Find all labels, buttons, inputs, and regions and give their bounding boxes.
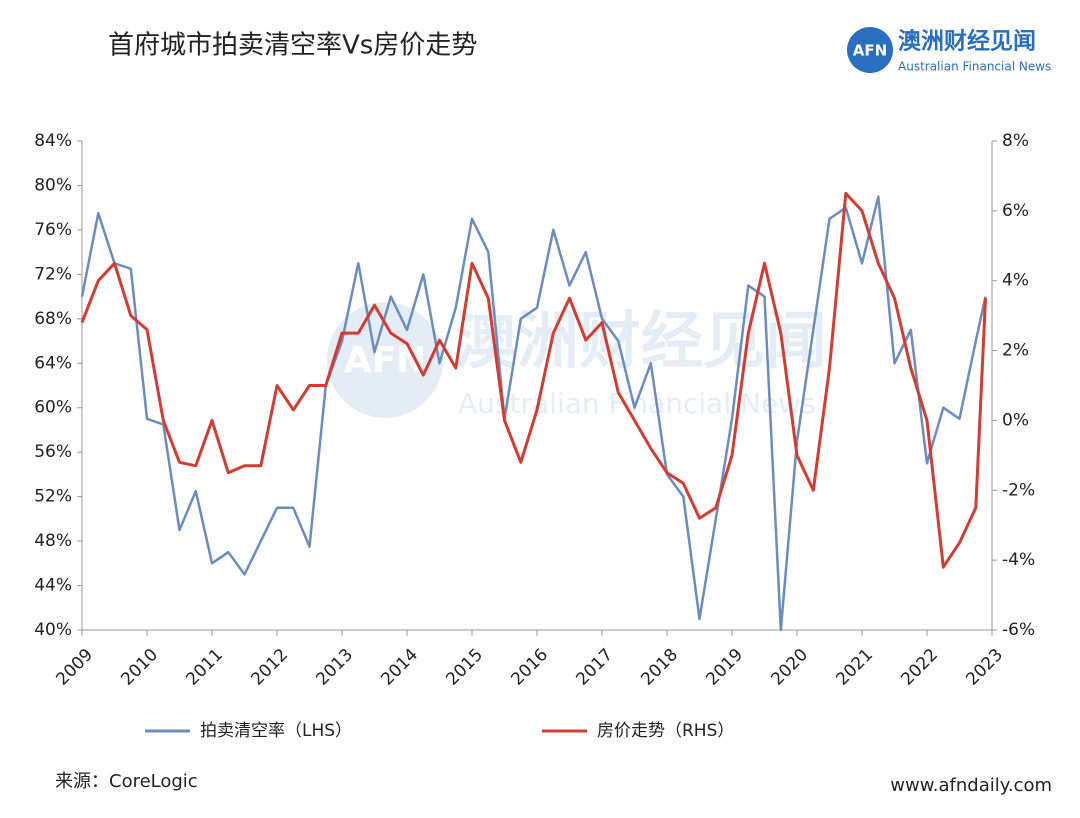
y-tick-label: 44% [34,576,72,596]
y-tick-label: 84% [34,131,72,151]
x-tick-label: 2021 [832,645,877,690]
y-tick-label: 48% [34,531,72,551]
y-tick-label: 52% [34,487,72,507]
logo-mark: AFN [853,42,887,60]
y2-tick-label: -6% [1002,620,1035,640]
x-tick-label: 2017 [572,645,617,690]
x-tick-label: 2010 [117,645,162,690]
x-tick-label: 2023 [962,645,1007,690]
y-tick-label: 40% [34,620,72,640]
y-tick-label: 56% [34,442,72,462]
y2-tick-label: 8% [1002,131,1029,151]
logo-name: 澳洲财经见闻 [898,28,1036,55]
x-tick-label: 2011 [182,645,227,690]
y2-tick-label: 4% [1002,271,1029,291]
line-series [80,191,987,569]
watermark-mark: AFN [344,340,427,381]
y2-tick-label: -4% [1002,550,1035,570]
website: www.afndaily.com [890,775,1052,796]
x-tick-label: 2019 [702,645,747,690]
y-tick-label: 64% [34,353,72,373]
x-tick-label: 2018 [637,645,682,690]
x-tick-label: 2015 [442,645,487,690]
y-tick-label: 76% [34,220,72,240]
y-tick-label: 68% [34,309,72,329]
y2-tick-label: 0% [1002,410,1029,430]
source: 来源：CoreLogic [55,771,198,792]
chart-title: 首府城市拍卖清空率Vs房价走势 [108,31,477,61]
y-tick-label: 60% [34,398,72,418]
legend-label: 房价走势（RHS） [597,721,734,741]
x-tick-label: 2014 [377,645,422,690]
y2-tick-label: 2% [1002,341,1029,361]
y2-tick-label: 6% [1002,201,1029,221]
x-tick-label: 2009 [52,645,97,690]
x-tick-label: 2022 [897,645,942,690]
y-tick-label: 80% [34,175,72,195]
watermark-name: 澳洲财经见闻 [455,304,827,377]
y2-tick-label: -2% [1002,480,1035,500]
x-tick-label: 2012 [247,645,292,690]
logo-subtitle: Australian Financial News [898,60,1051,74]
x-tick-label: 2016 [507,645,552,690]
watermark-circle [327,302,443,418]
x-tick-label: 2020 [767,645,812,690]
y-tick-label: 72% [34,264,72,284]
legend-label: 拍卖清空率（LHS） [200,721,352,741]
logo-circle [847,27,893,73]
x-tick-label: 2013 [312,645,357,690]
line-series [80,195,987,632]
